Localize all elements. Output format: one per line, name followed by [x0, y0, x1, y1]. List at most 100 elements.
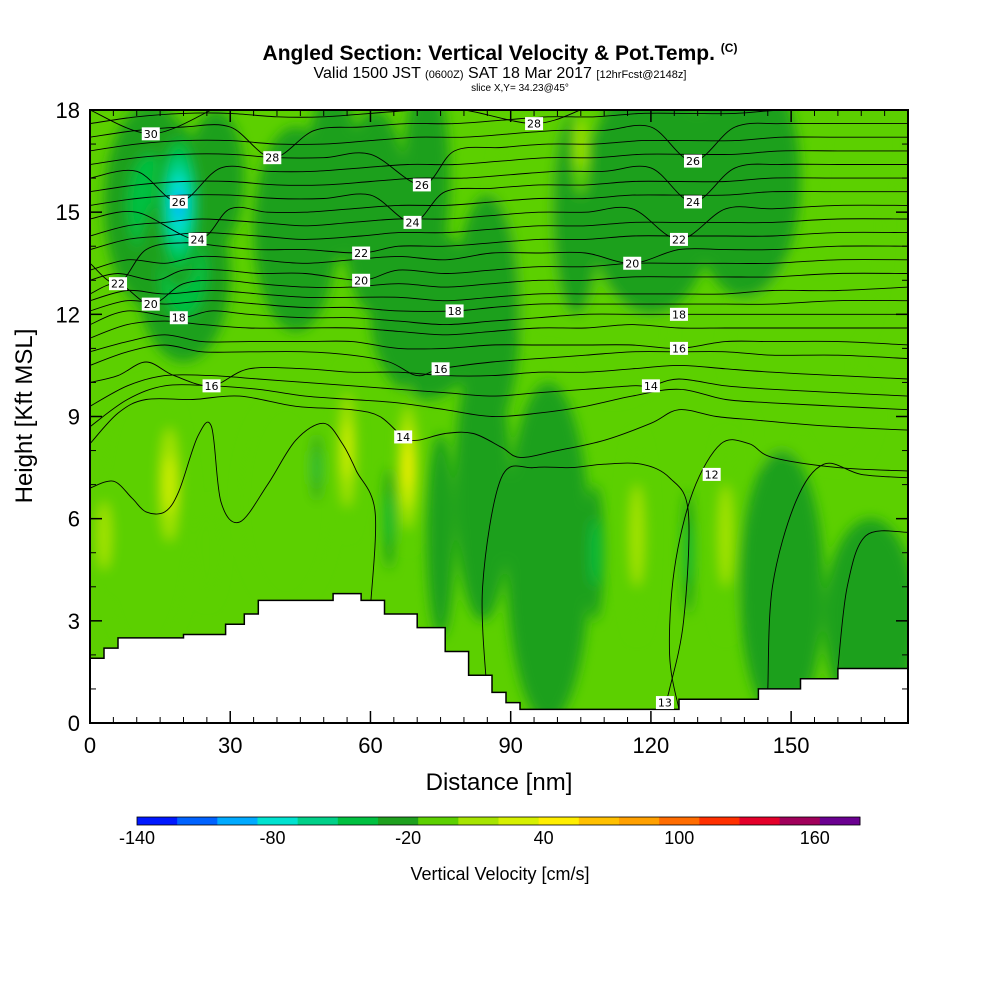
contour-label-text: 16: [672, 342, 686, 355]
y-tick-label: 6: [68, 507, 80, 532]
velocity-cell: [718, 484, 733, 587]
x-tick-label: 150: [773, 733, 810, 758]
contour-label-box: [525, 117, 544, 131]
contour-label-box: [669, 232, 688, 246]
theta-contour-line: [837, 530, 908, 669]
title-text: Angled Section: Vertical Velocity & Pot.…: [262, 42, 715, 65]
theta-contour-line: [90, 259, 908, 281]
colorbar-swatch: [137, 817, 178, 825]
colorbar-swatch: [699, 817, 740, 825]
terrain: [90, 592, 908, 723]
contour-label-text: 24: [191, 233, 205, 246]
contour-label: 22: [669, 232, 688, 246]
contour-label-text: 26: [415, 179, 429, 192]
contour-label-box: [263, 151, 282, 165]
contour-label-box: [669, 307, 688, 321]
velocity-cell: [314, 450, 320, 485]
copyright-mark: (C): [720, 41, 738, 55]
contour-label-box: [655, 696, 674, 710]
contour-label-box: [641, 379, 660, 393]
contour-label-text: 14: [396, 431, 410, 444]
colorbar-swatch: [819, 817, 861, 825]
contour-label-box: [202, 379, 221, 393]
contour-label: 16: [669, 341, 688, 355]
contour-label: 14: [394, 430, 413, 444]
contour-label: 18: [669, 307, 688, 321]
contour-label-text: 30: [144, 128, 158, 141]
velocity-cell: [403, 110, 450, 281]
colorbar-tick-label: -140: [119, 828, 155, 848]
contour-label: 20: [623, 256, 642, 270]
contour-label-text: 16: [205, 380, 219, 393]
contour-label-text: 28: [527, 118, 541, 131]
contour-label-text: 24: [686, 196, 700, 209]
velocity-cell: [426, 433, 455, 638]
x-axis-title: Distance [nm]: [426, 769, 573, 796]
contour-label-box: [445, 304, 464, 318]
contour-label-text: 24: [406, 216, 420, 229]
velocity-cell: [343, 422, 351, 479]
theta-contour-line: [767, 462, 908, 689]
velocity-cell: [164, 456, 175, 513]
contour-label-text: 18: [448, 305, 462, 318]
theta-contour-line: [90, 110, 581, 125]
contour-label-box: [669, 341, 688, 355]
colorbar-swatch: [739, 817, 781, 825]
theta-contour-line: [90, 272, 908, 305]
theta-contour-line: [90, 374, 908, 407]
contour-label-box: [352, 273, 371, 287]
y-tick-label: 15: [56, 200, 80, 225]
contour-label: 14: [641, 379, 660, 393]
velocity-cell: [97, 501, 112, 570]
theta-contour-line: [90, 310, 908, 326]
contour-label-box: [683, 195, 702, 209]
contour-label-box: [683, 154, 702, 168]
plot-area: 12 13 14 14 16 16 16 18 18 18 20 20 20 22 22 22 24 24 24 26…: [90, 110, 908, 723]
velocity-cell: [725, 263, 857, 434]
contour-label: 22: [352, 246, 371, 260]
theta-contour-line: [90, 218, 908, 251]
colorbar-swatch: [619, 817, 660, 825]
velocity-cell: [239, 399, 334, 604]
contour-label-text: 12: [705, 468, 719, 481]
valid-date: SAT 18 Mar 2017: [468, 65, 592, 82]
contour-label-text: 28: [265, 152, 279, 165]
contour-label-text: 16: [434, 363, 448, 376]
velocity-cell: [688, 110, 801, 298]
valid-prefix: Valid 1500 JST: [313, 65, 421, 82]
contour-label: 18: [169, 311, 188, 325]
contour-label-text: 14: [644, 380, 658, 393]
velocity-cell: [404, 447, 411, 489]
x-tick-label: 60: [358, 733, 382, 758]
velocity-cell: [739, 450, 824, 723]
x-tick-label: 30: [218, 733, 242, 758]
colorbar-swatch: [578, 817, 620, 825]
contour-label-text: 26: [172, 196, 186, 209]
theta-contour-line: [90, 245, 908, 271]
colorbar-swatch: [337, 817, 379, 825]
chart-title: Angled Section: Vertical Velocity & Pot.…: [0, 36, 1000, 66]
colorbar-swatch: [538, 817, 580, 825]
y-tick-label: 0: [68, 711, 80, 736]
contour-label: 26: [412, 178, 431, 192]
colorbar-frame: [136, 816, 861, 826]
y-tick-label: 18: [56, 98, 80, 123]
colorbar-tick-label: 160: [800, 828, 830, 848]
chart-title-block: Angled Section: Vertical Velocity & Pot.…: [0, 36, 1000, 94]
theta-contour-line: [90, 191, 908, 240]
contour-label: 18: [445, 304, 464, 318]
colorbar-tick-label: -20: [395, 828, 421, 848]
colorbar-title: Vertical Velocity [cm/s]: [410, 864, 589, 884]
contour-label: 28: [263, 151, 282, 165]
colorbar-swatch: [297, 817, 339, 825]
velocity-cell: [629, 484, 644, 587]
contour-label: 26: [683, 154, 702, 168]
colorbar: -140 -80 -20 40 100 160: [119, 816, 861, 848]
contour-label-text: 26: [686, 155, 700, 168]
contour-label-text: 13: [658, 697, 672, 710]
contour-label-box: [412, 178, 431, 192]
valid-time: Valid 1500 JST (0600Z) SAT 18 Mar 2017 […: [0, 66, 1000, 83]
contour-label-text: 22: [672, 233, 686, 246]
forecast-info: [12hrFcst@2148z]: [596, 69, 687, 81]
